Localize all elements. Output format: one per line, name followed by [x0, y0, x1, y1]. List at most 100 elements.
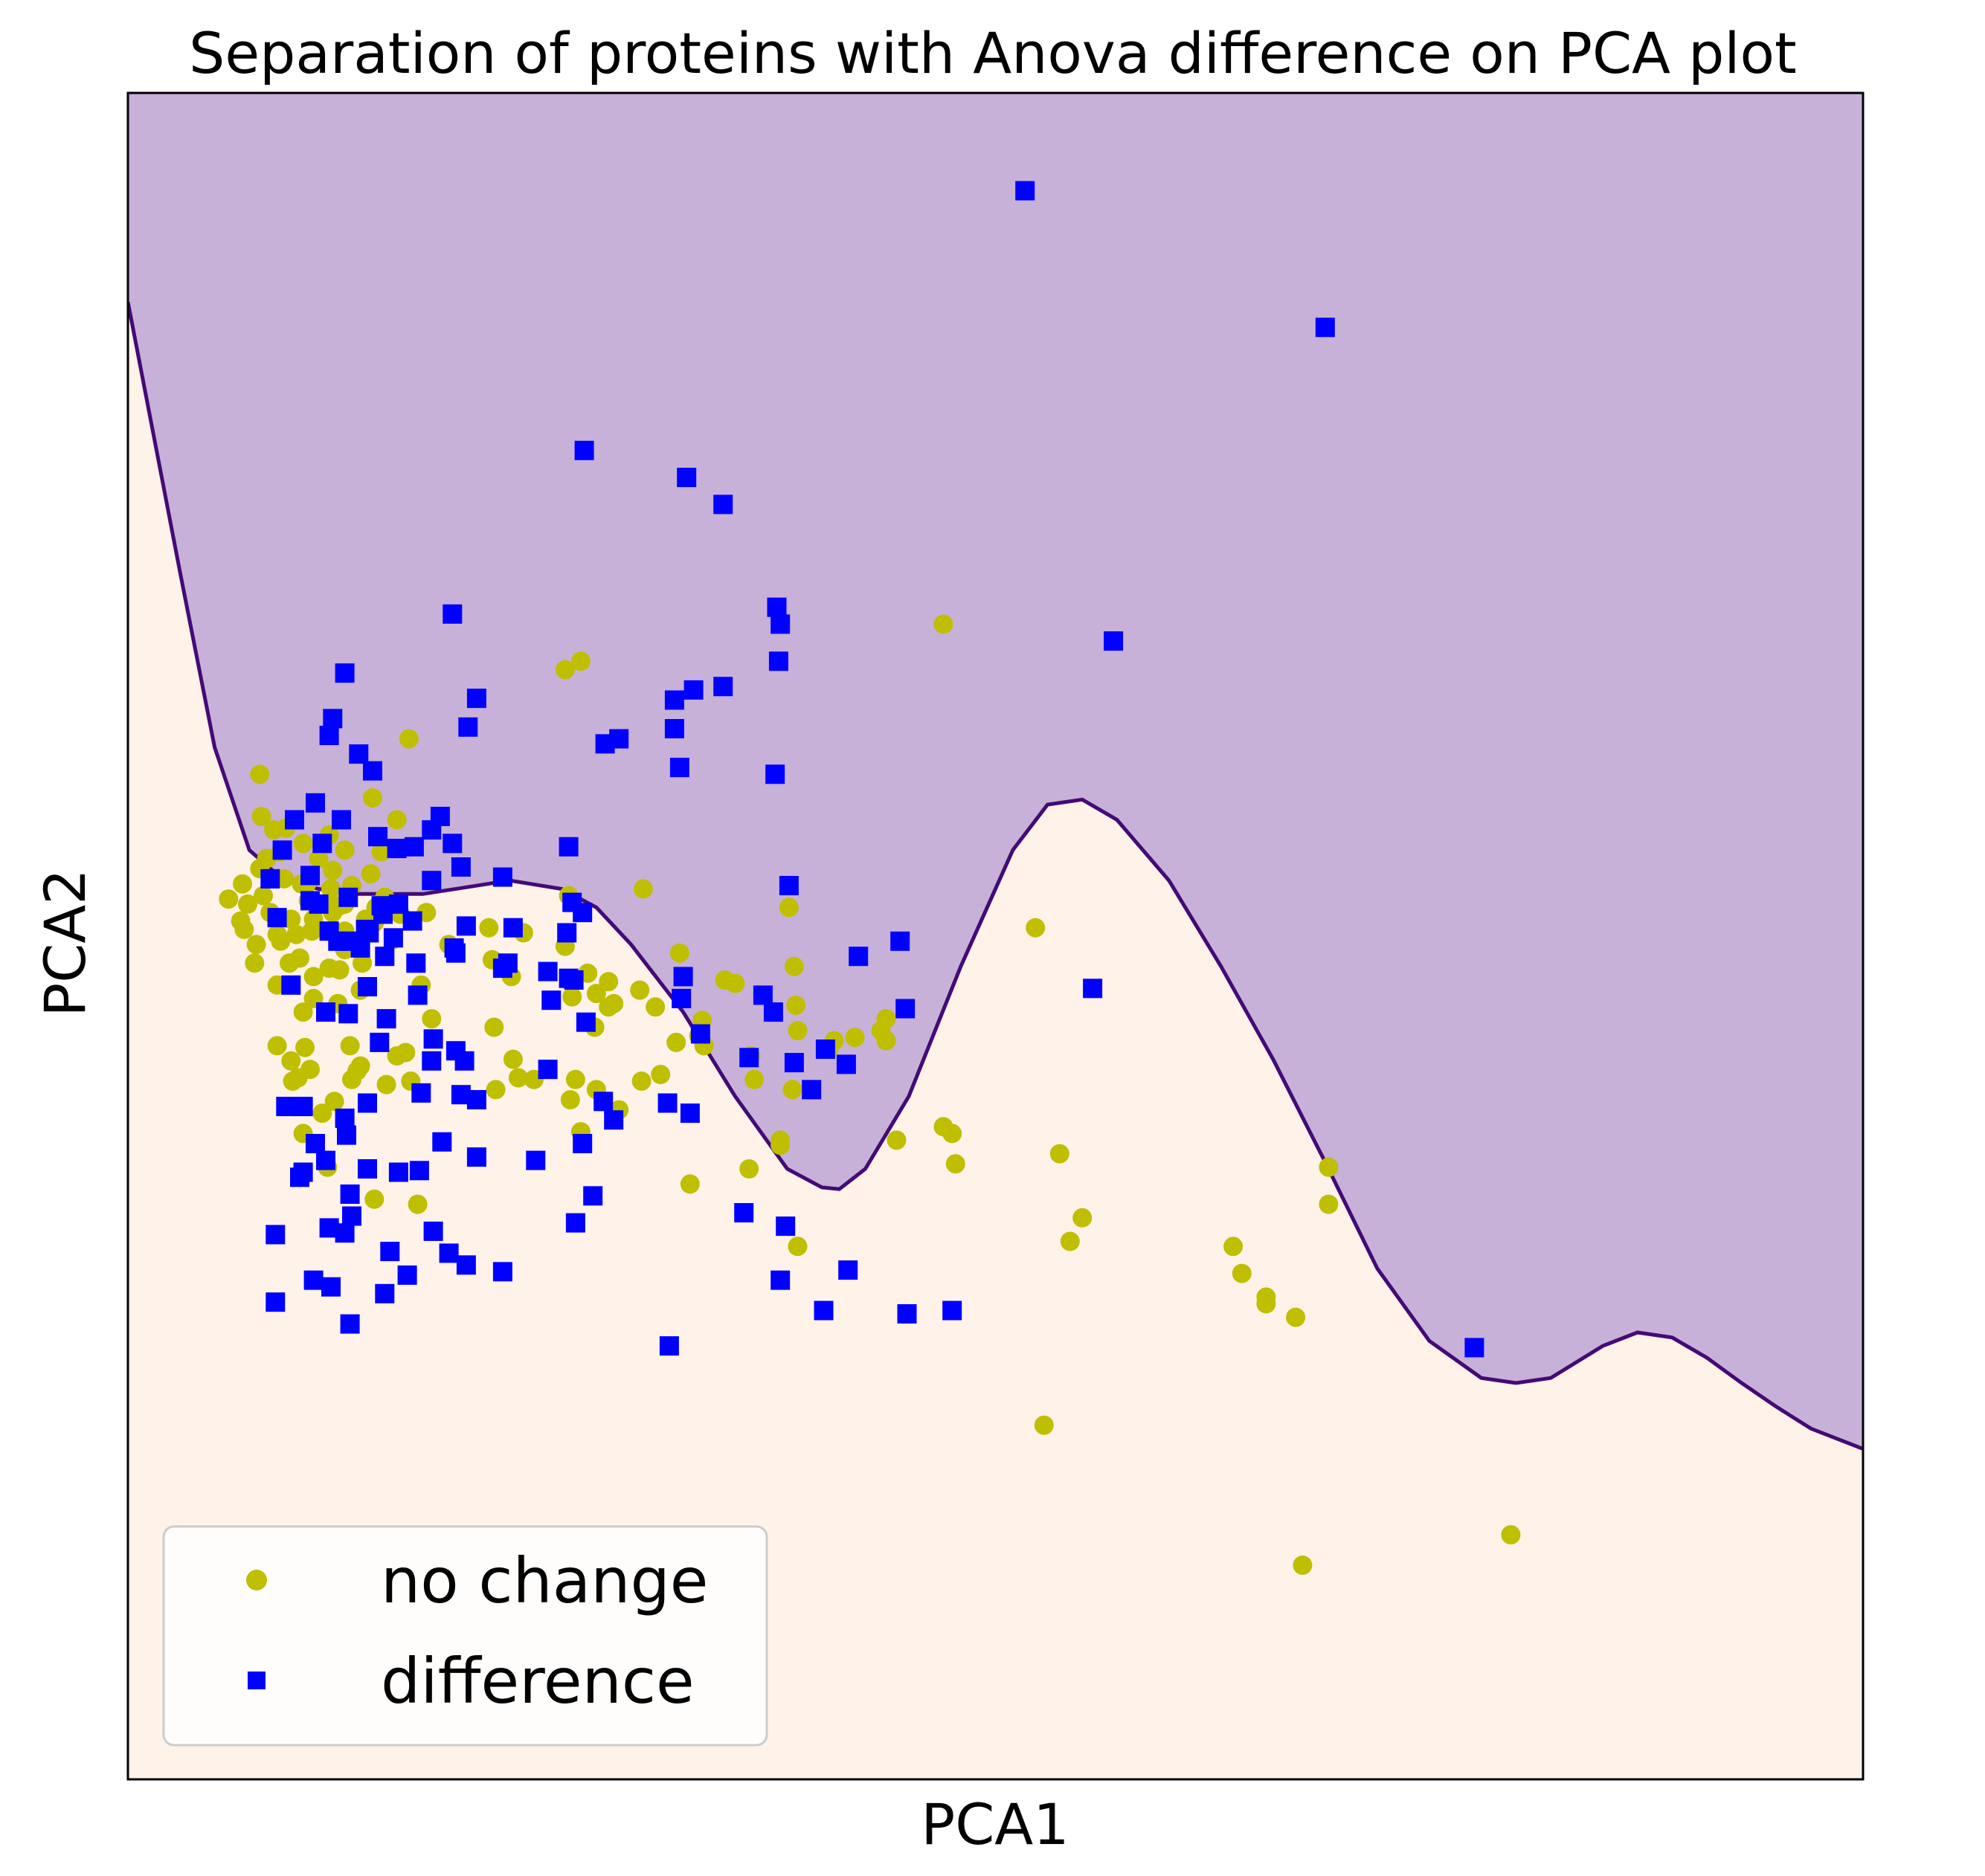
point-no-change-70: [335, 840, 355, 860]
point-no-change-147: [347, 1061, 367, 1081]
point-no-change-50: [271, 931, 291, 951]
point-no-change-158: [364, 1189, 385, 1209]
point-no-change-44: [219, 889, 239, 909]
point-no-change-42: [238, 894, 257, 914]
point-difference-148: [492, 958, 512, 979]
point-no-change-78: [399, 729, 419, 749]
point-difference-115: [337, 1125, 356, 1145]
chart-title: Separation of proteins with Anova differ…: [189, 20, 1797, 86]
point-difference-124: [565, 1213, 585, 1233]
point-no-change-1: [570, 651, 591, 671]
point-no-change-14: [630, 980, 650, 1000]
point-difference-43: [492, 867, 512, 887]
point-no-change-3: [633, 879, 653, 899]
point-no-change-91: [739, 1159, 759, 1179]
point-no-change-5: [784, 956, 804, 976]
point-difference-86: [281, 975, 301, 995]
point-difference-53: [503, 918, 523, 938]
point-no-change-149: [312, 1103, 332, 1124]
point-difference-103: [593, 1092, 614, 1112]
point-difference-123: [776, 1216, 796, 1237]
point-difference-149: [541, 990, 562, 1010]
point-difference-26: [285, 810, 304, 830]
point-difference-25: [306, 793, 325, 813]
point-difference-99: [411, 1083, 431, 1103]
point-no-change-125: [1293, 1556, 1313, 1575]
point-difference-58: [406, 953, 426, 973]
point-no-change-23: [371, 842, 391, 862]
point-no-change-0: [933, 614, 953, 634]
plot-frame: [126, 91, 1865, 1781]
legend: no change difference: [162, 1525, 768, 1747]
point-difference-57: [375, 947, 395, 967]
scatter-points: [219, 181, 1521, 1575]
point-no-change-104: [646, 997, 666, 1017]
point-no-change-117: [1319, 1157, 1339, 1177]
point-difference-31: [404, 837, 424, 857]
point-no-change-131: [631, 1071, 652, 1091]
point-difference-145: [779, 876, 799, 895]
point-difference-147: [559, 968, 579, 988]
point-difference-6: [767, 597, 787, 617]
point-no-change-154: [267, 1036, 287, 1056]
point-difference-144: [576, 1012, 596, 1032]
point-no-change-110: [786, 996, 806, 1015]
point-no-change-76: [250, 764, 270, 784]
point-no-change-153: [281, 1051, 301, 1071]
point-no-change-118: [1034, 1415, 1054, 1435]
point-no-change-41: [254, 886, 273, 906]
point-no-change-60: [293, 1002, 313, 1022]
point-difference-19: [609, 729, 629, 749]
point-difference-119: [340, 1184, 360, 1204]
point-no-change-120: [845, 1028, 865, 1048]
point-difference-14: [713, 677, 733, 697]
point-no-change-116: [1319, 1194, 1339, 1214]
point-difference-112: [290, 1167, 309, 1187]
point-difference-13: [664, 719, 684, 738]
point-difference-113: [409, 1161, 429, 1181]
point-difference-98: [358, 1093, 377, 1113]
point-difference-42: [422, 871, 442, 891]
point-difference-9: [768, 651, 788, 671]
point-no-change-99: [508, 1068, 528, 1088]
point-difference-48: [451, 857, 471, 877]
point-no-change-92: [1026, 918, 1046, 938]
point-no-change-100: [422, 1009, 442, 1029]
point-difference-32: [387, 839, 407, 859]
point-no-change-159: [408, 1194, 428, 1214]
point-no-change-126: [1223, 1237, 1244, 1257]
point-no-change-87: [744, 1069, 765, 1089]
point-difference-136: [303, 1270, 324, 1290]
legend-label-difference: difference: [381, 1645, 695, 1718]
decision-boundary: [128, 301, 1863, 1451]
point-difference-7: [770, 614, 791, 634]
point-no-change-124: [1501, 1525, 1521, 1545]
point-difference-67: [408, 985, 428, 1005]
point-no-change-129: [788, 1237, 808, 1257]
point-no-change-127: [1256, 1294, 1276, 1314]
point-no-change-71: [387, 810, 407, 830]
point-difference-121: [266, 1225, 286, 1245]
point-difference-87: [316, 1002, 335, 1022]
point-no-change-115: [1286, 1307, 1306, 1327]
point-no-change-16: [604, 993, 624, 1013]
point-no-change-25: [309, 848, 329, 868]
point-difference-52: [557, 923, 577, 943]
point-difference-74: [890, 931, 910, 951]
point-difference-135: [321, 1277, 341, 1297]
point-no-change-17: [484, 1017, 504, 1037]
point-difference-80: [739, 1048, 759, 1068]
point-difference-20: [669, 758, 689, 778]
point-difference-81: [802, 1080, 822, 1100]
point-difference-33: [312, 834, 332, 854]
point-no-change-145: [651, 1065, 671, 1084]
point-difference-83: [657, 1093, 678, 1113]
point-no-change-113: [1060, 1231, 1080, 1251]
point-no-change-26: [293, 834, 313, 854]
point-no-change-132: [324, 1092, 344, 1112]
point-no-change-62: [353, 953, 372, 973]
point-no-change-128: [1072, 1208, 1093, 1228]
point-difference-107: [388, 1162, 408, 1182]
point-difference-28: [422, 820, 442, 840]
